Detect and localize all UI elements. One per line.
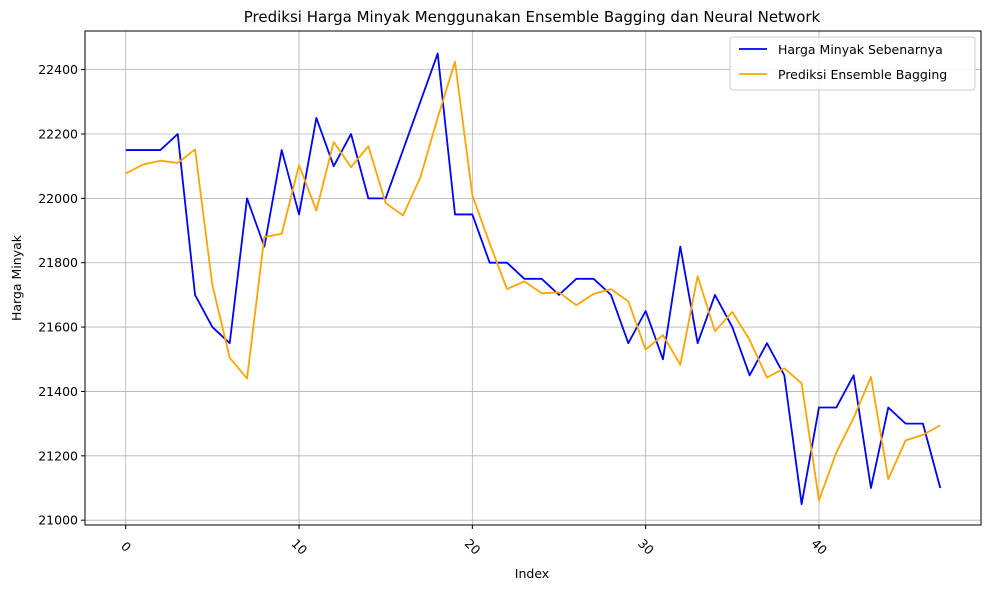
x-axis-label: Index — [515, 566, 549, 581]
y-tick-label: 21600 — [38, 320, 78, 335]
legend-box — [729, 36, 976, 91]
prediction-line — [125, 60, 941, 502]
y-tick-label: 21400 — [38, 384, 78, 399]
y-axis-ticks: 21000 21200 21400 21600 21800 22000 22200 22400 — [38, 62, 85, 528]
series-lines — [125, 52, 942, 505]
legend: Harga Minyak Sebenarnya Prediksi Ensembl… — [729, 36, 976, 91]
legend-label-actual: Harga Minyak Sebenarnya — [778, 42, 943, 57]
y-tick-label: 21800 — [38, 255, 78, 270]
y-tick-label: 21200 — [38, 448, 78, 463]
grid — [85, 31, 981, 525]
chart-title: Prediksi Harga Minyak Menggunakan Ensemb… — [244, 8, 821, 26]
y-tick-label: 21000 — [38, 513, 78, 528]
legend-label-prediction: Prediksi Ensemble Bagging — [778, 67, 947, 82]
y-tick-label: 22400 — [38, 62, 78, 77]
actual-price-line — [125, 52, 942, 505]
y-tick-label: 22200 — [38, 126, 78, 141]
plot-frame — [84, 30, 982, 526]
y-axis-label: Harga Minyak — [9, 234, 24, 321]
y-tick-label: 22000 — [38, 191, 78, 206]
